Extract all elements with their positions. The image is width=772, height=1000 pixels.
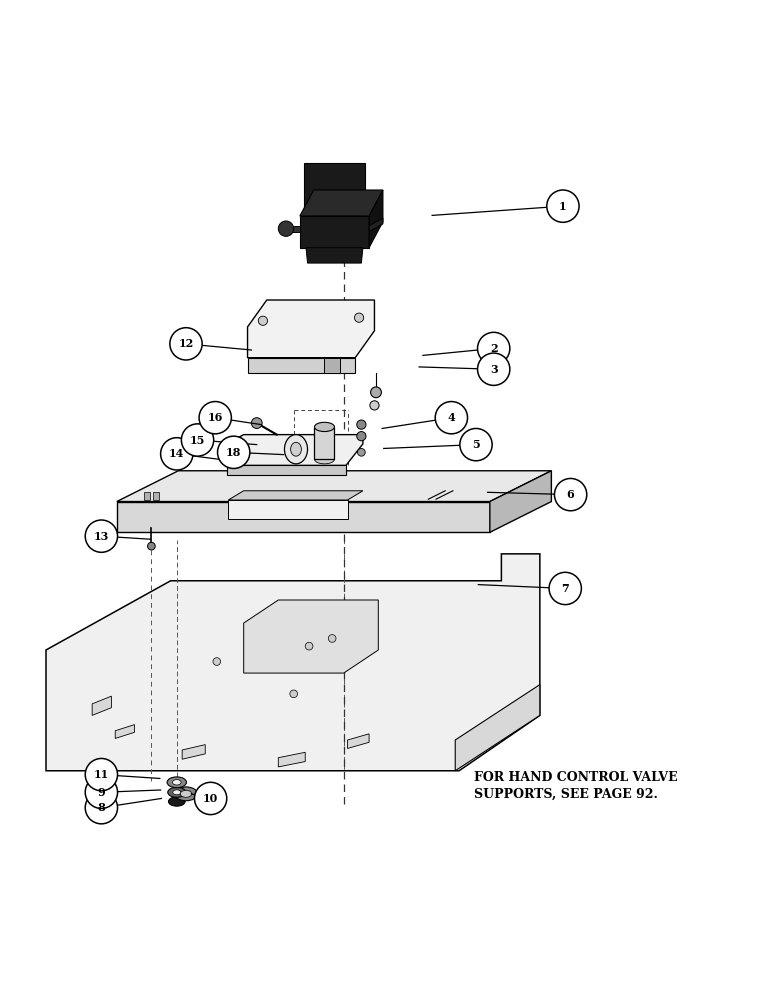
- Text: 14: 14: [169, 448, 185, 459]
- Circle shape: [370, 401, 379, 410]
- Text: 11: 11: [93, 769, 109, 780]
- Circle shape: [435, 402, 468, 434]
- Text: 1: 1: [559, 201, 567, 212]
- Polygon shape: [455, 685, 540, 771]
- Text: 16: 16: [208, 412, 223, 423]
- Polygon shape: [117, 502, 490, 532]
- Ellipse shape: [314, 455, 334, 464]
- Polygon shape: [244, 600, 378, 673]
- Circle shape: [357, 432, 366, 441]
- Circle shape: [554, 478, 587, 511]
- Polygon shape: [306, 248, 363, 263]
- Polygon shape: [92, 696, 111, 715]
- Circle shape: [478, 353, 510, 385]
- Circle shape: [460, 428, 493, 461]
- Polygon shape: [117, 471, 551, 502]
- Polygon shape: [303, 163, 365, 216]
- Circle shape: [279, 221, 293, 236]
- Polygon shape: [347, 734, 369, 748]
- Text: 6: 6: [567, 489, 574, 500]
- Polygon shape: [248, 300, 374, 358]
- Circle shape: [549, 572, 581, 605]
- Polygon shape: [300, 190, 383, 216]
- Text: FOR HAND CONTROL VALVE
SUPPORTS, SEE PAGE 92.: FOR HAND CONTROL VALVE SUPPORTS, SEE PAG…: [475, 771, 678, 801]
- Polygon shape: [490, 471, 551, 532]
- Polygon shape: [286, 226, 300, 232]
- Circle shape: [218, 436, 250, 468]
- Polygon shape: [369, 218, 383, 232]
- Ellipse shape: [168, 797, 185, 806]
- Ellipse shape: [173, 790, 181, 795]
- Bar: [153, 492, 159, 500]
- Polygon shape: [279, 752, 305, 767]
- Text: 12: 12: [178, 338, 194, 349]
- Circle shape: [170, 328, 202, 360]
- Polygon shape: [46, 554, 540, 771]
- Polygon shape: [324, 358, 340, 373]
- Circle shape: [252, 418, 262, 428]
- Polygon shape: [314, 427, 334, 459]
- Ellipse shape: [174, 787, 198, 801]
- Circle shape: [161, 438, 193, 470]
- Text: 4: 4: [448, 412, 455, 423]
- Circle shape: [547, 190, 579, 222]
- Polygon shape: [182, 745, 205, 759]
- Text: 2: 2: [490, 343, 497, 354]
- Circle shape: [357, 448, 365, 456]
- Text: 13: 13: [93, 531, 109, 542]
- Text: 15: 15: [190, 435, 205, 446]
- Ellipse shape: [167, 777, 187, 788]
- Circle shape: [85, 758, 117, 791]
- Circle shape: [478, 332, 510, 365]
- Circle shape: [371, 387, 381, 398]
- Circle shape: [199, 402, 232, 434]
- Ellipse shape: [168, 787, 186, 797]
- Polygon shape: [229, 491, 363, 500]
- Polygon shape: [227, 435, 363, 465]
- Circle shape: [85, 520, 117, 552]
- Circle shape: [195, 782, 227, 815]
- Text: 8: 8: [97, 802, 105, 813]
- Circle shape: [290, 690, 297, 698]
- Text: 7: 7: [561, 583, 569, 594]
- Circle shape: [85, 792, 117, 824]
- Circle shape: [181, 424, 214, 456]
- Text: 3: 3: [489, 364, 498, 375]
- Bar: [144, 492, 150, 500]
- Polygon shape: [369, 190, 383, 248]
- Polygon shape: [227, 465, 346, 475]
- Polygon shape: [300, 216, 369, 248]
- Ellipse shape: [314, 422, 334, 432]
- Circle shape: [357, 420, 366, 429]
- Circle shape: [305, 642, 313, 650]
- Text: 9: 9: [97, 787, 105, 798]
- Ellipse shape: [180, 790, 191, 797]
- Text: 5: 5: [472, 439, 480, 450]
- Ellipse shape: [172, 780, 181, 785]
- Circle shape: [259, 316, 268, 325]
- Circle shape: [354, 313, 364, 322]
- Polygon shape: [115, 725, 134, 738]
- Circle shape: [85, 776, 117, 808]
- Polygon shape: [248, 358, 355, 373]
- Text: 18: 18: [226, 447, 242, 458]
- Text: 10: 10: [203, 793, 218, 804]
- Circle shape: [328, 635, 336, 642]
- Ellipse shape: [284, 435, 307, 464]
- Circle shape: [213, 658, 221, 665]
- Ellipse shape: [290, 442, 301, 456]
- Polygon shape: [229, 500, 347, 519]
- Circle shape: [147, 542, 155, 550]
